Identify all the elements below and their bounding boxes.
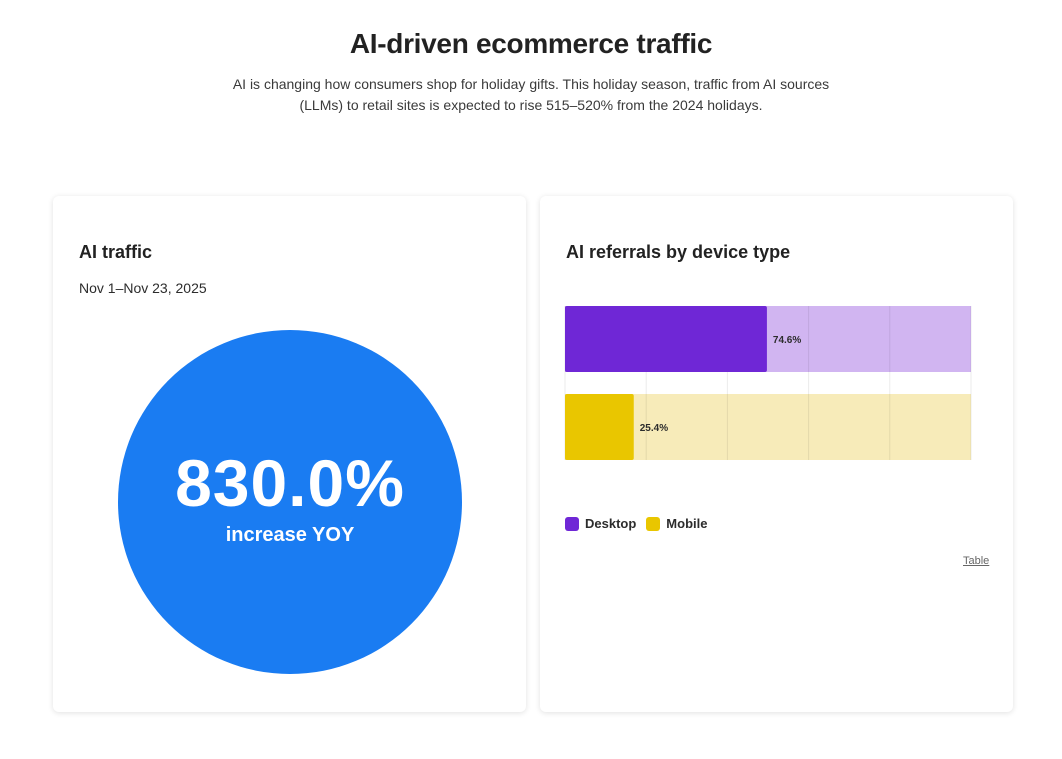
page-subtitle: AI is changing how consumers shop for ho… [232, 76, 830, 113]
page-title: AI-driven ecommerce traffic [349, 28, 713, 59]
legend-item-desktop[interactable]: Desktop [565, 516, 636, 531]
kpi-label: increase YOY [225, 523, 355, 546]
ai-traffic-card: AI traffic Nov 1–Nov 23, 2025 830.0% inc… [53, 196, 526, 712]
data-label-desktop: 74.6% [773, 335, 801, 346]
chart-legend: Desktop Mobile [565, 516, 709, 531]
device-type-title: AI referrals by device type [566, 242, 791, 262]
legend-swatch-desktop [565, 516, 579, 531]
kpi-value: 830.0% [175, 445, 405, 520]
data-label-mobile: 25.4% [640, 423, 668, 434]
ai-traffic-title: AI traffic [79, 242, 153, 262]
legend-swatch-mobile [646, 516, 661, 531]
kpi-circle: 830.0% increase YOY [118, 330, 462, 674]
device-bar-chart: 74.6% 25.4% [564, 306, 972, 460]
legend-item-mobile[interactable]: Mobile [646, 516, 707, 531]
ai-traffic-date-range: Nov 1–Nov 23, 2025 [79, 280, 207, 296]
legend-label-mobile: Mobile [666, 516, 708, 531]
table-link[interactable]: Table [963, 555, 990, 567]
device-type-card: AI referrals by device type 74.6% 25.4% D… [540, 196, 1013, 712]
legend-label-desktop: Desktop [585, 516, 637, 531]
page-header: AI-driven ecommerce traffic AI is changi… [0, 28, 1062, 116]
bar-desktop[interactable] [565, 306, 767, 372]
bar-mobile[interactable] [565, 394, 634, 460]
